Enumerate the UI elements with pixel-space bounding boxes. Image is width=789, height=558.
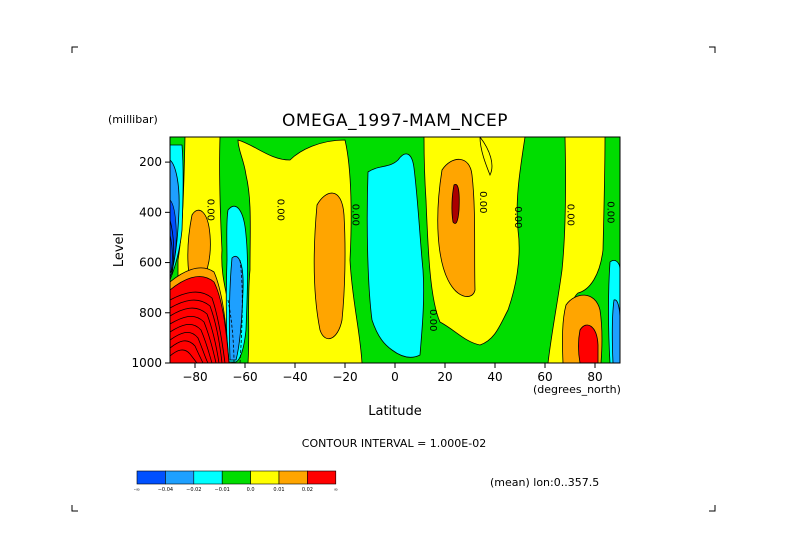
contour-label: 0.00 [605,201,616,223]
region-down-3 [611,299,620,363]
contour-fill-layer [170,137,620,363]
colorbar-label: −0.01 [215,487,230,493]
x-tick-label: 40 [487,370,502,384]
x-tick-label: 60 [537,370,552,384]
x-tick-label: −60 [232,370,257,384]
colorbar-swatch [136,470,166,485]
x-tick-label: −80 [182,370,207,384]
colorbar-swatch [193,470,223,485]
y-unit-label: (millibar) [108,113,158,126]
plot-area [169,136,621,364]
region-strong-up-2 [578,324,599,363]
y-tick-label: 400 [139,205,162,219]
region-weak-down-1 [366,153,425,358]
region-down-2 [229,256,244,361]
region-up-2 [437,158,476,297]
y-tick-label: 1000 [131,356,162,370]
contour-label: 0.00 [512,206,523,228]
colorbar-label: -∞ [134,487,140,493]
contour-label: 0.00 [427,309,438,331]
y-tick-label: 200 [139,155,162,169]
colorbar-label: −0.04 [158,487,173,493]
x-unit-label: (degrees_north) [533,383,621,396]
contour-label: 0.00 [205,199,216,221]
colorbar-swatch [278,470,308,485]
dense-contours-south [170,219,243,363]
colorbar-label: −0.02 [186,487,201,493]
region-strong-up-1 [170,276,230,363]
region-max-core [451,183,460,224]
contour-label: 0.00 [565,204,576,226]
x-axis-title: Latitude [368,404,422,419]
x-axis: −80 −60 −40 −20 0 20 40 60 80 [182,363,603,384]
corner-marks [71,46,716,512]
colorbar-label: ∞ [334,487,338,493]
band-weak-up-5 [479,137,493,176]
colorbar-swatch [250,470,280,485]
colorbar-swatch [165,470,195,485]
x-tick-label: −20 [332,370,357,384]
colorbar-swatch [307,470,337,485]
contour-interval-text: CONTOUR INTERVAL = 1.000E-02 [302,437,486,450]
colorbar-label: 0.02 [302,487,313,493]
y-axis: 200 400 600 800 1000 [131,155,170,370]
x-tick-label: 20 [437,370,452,384]
colorbar: -∞ −0.04 −0.02 −0.01 0.0 0.01 0.02 ∞ [134,470,338,493]
contour-label: 0.00 [477,191,488,213]
x-tick-label: −40 [282,370,307,384]
x-tick-label: 80 [587,370,602,384]
contour-label: 0.00 [275,199,286,221]
region-up-1 [313,192,346,340]
contour-labels: 0.00 0.00 0.00 0.00 0.00 0.00 0.00 0.00 [205,191,616,331]
y-axis-title: Level [112,233,127,267]
contour-label: 0.00 [350,204,361,226]
x-tick-label: 0 [391,370,399,384]
colorbar-swatch [221,470,251,485]
colorbar-label: 0.0 [247,487,255,493]
mean-text: (mean) lon:0..357.5 [490,476,599,489]
chart-title: OMEGA_1997-MAM_NCEP [282,111,508,131]
y-tick-label: 800 [139,306,162,320]
y-tick-label: 600 [139,256,162,270]
colorbar-label: 0.01 [273,487,284,493]
